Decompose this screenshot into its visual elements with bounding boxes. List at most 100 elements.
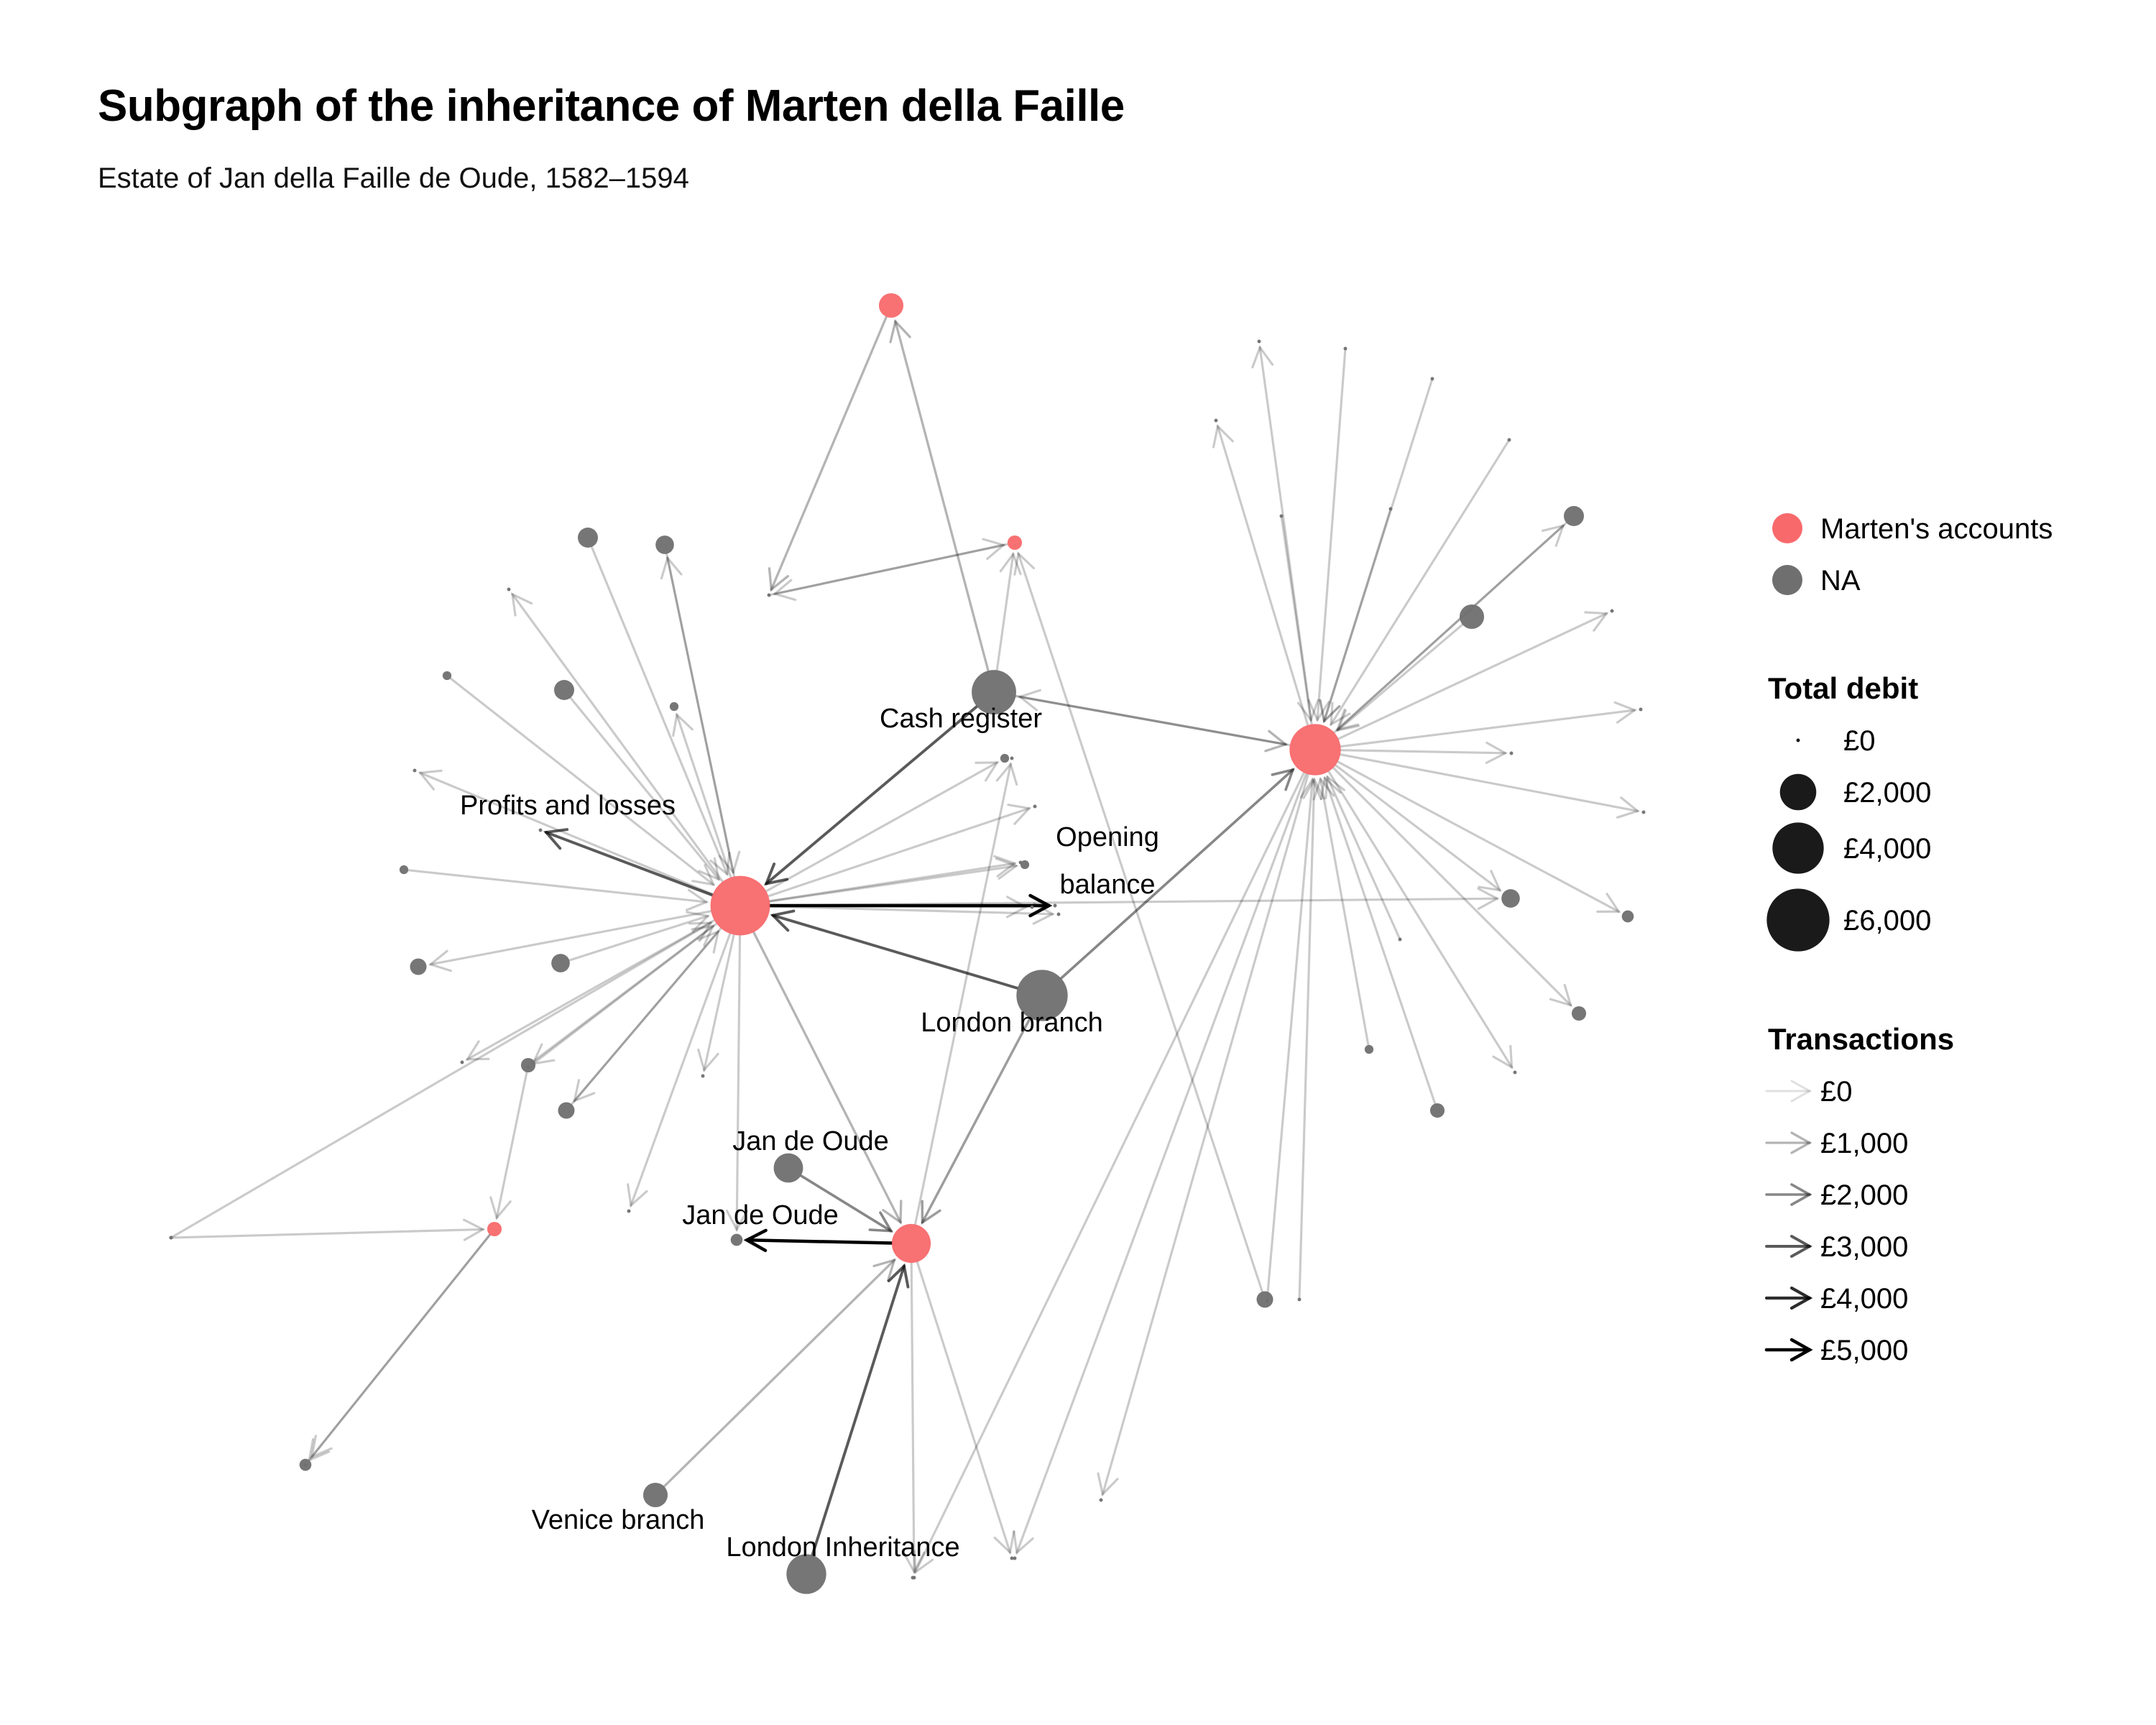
- edge-A-n10: [465, 919, 716, 1061]
- edge-C-m14: [1339, 753, 1640, 819]
- node-label-li: London Inheritance: [726, 1532, 959, 1563]
- edge-A-n18: [768, 855, 1017, 903]
- legend-transactions-title: Transactions: [1768, 1022, 1954, 1056]
- edge-m20-C: [1319, 776, 1437, 1105]
- edge-m2-C: [1307, 349, 1347, 722]
- edge-n22-A: [171, 921, 713, 1238]
- nodes-layer: [169, 293, 1646, 1594]
- edge-n14-A: [570, 929, 720, 1105]
- node-m10: [1010, 756, 1014, 760]
- edge-C-m24: [1097, 773, 1309, 1497]
- legend-group-label-1: NA: [1820, 565, 1861, 597]
- edge-A-n2: [660, 556, 736, 878]
- legend-transaction-label-2: £2,000: [1820, 1179, 1908, 1211]
- node-jo1: [773, 1153, 803, 1183]
- page-title: Subgraph of the inheritance of Marten de…: [98, 81, 1125, 131]
- node-n23: [520, 1057, 536, 1073]
- edge-lb-B: [921, 1016, 1032, 1225]
- node-q1: [1010, 1556, 1014, 1560]
- node-F: [487, 1221, 502, 1237]
- edge-B-q1: [916, 1261, 1015, 1555]
- edge-C-m1: [1251, 345, 1313, 726]
- edge-C-m13: [1340, 741, 1508, 764]
- node-m18: [1398, 937, 1402, 942]
- node-m19: [1364, 1044, 1374, 1054]
- edge-C-m21: [1327, 770, 1514, 1070]
- node-n15: [627, 1209, 631, 1213]
- edge-m3-C: [1319, 379, 1433, 724]
- node-lb: [1016, 970, 1068, 1021]
- edge-C-m8: [1332, 524, 1565, 734]
- edge-cash-E: [995, 551, 1022, 671]
- legend-transaction-label-5: £5,000: [1820, 1335, 1908, 1366]
- node-n4: [442, 671, 452, 681]
- node-q3: [1256, 1291, 1273, 1308]
- node-m3: [1430, 377, 1434, 381]
- legend-transaction-swatch-1: [1765, 1131, 1812, 1154]
- node-label-jo1: Jan de Oude: [732, 1126, 889, 1156]
- legend-transaction-swatch-3: [1765, 1235, 1812, 1258]
- edge-A-n6: [672, 712, 732, 879]
- edge-A-B: [752, 931, 903, 1225]
- legend-transaction-swatch-0: [1765, 1080, 1812, 1103]
- edge-m5-C: [1330, 440, 1510, 727]
- edge-A-n3: [511, 592, 724, 883]
- edge-cash-D: [889, 318, 990, 672]
- node-pl: [538, 828, 543, 832]
- node-m22: [1297, 1297, 1302, 1302]
- node-B: [891, 1223, 931, 1264]
- node-n13: [701, 1074, 705, 1078]
- node-vb: [642, 1482, 668, 1508]
- edge-n2-A: [665, 552, 741, 875]
- legend-debit-label-0: £0: [1843, 725, 1876, 757]
- node-label-jo2: Jan de Oude: [682, 1200, 839, 1230]
- edge-m8-C: [1335, 521, 1568, 732]
- edge-B-m10: [913, 762, 1018, 1226]
- node-m25: [1013, 1556, 1017, 1560]
- node-q2: [912, 1576, 916, 1580]
- legend-group-label-0: Marten's accounts: [1820, 513, 2053, 545]
- edge-A-n13: [697, 933, 735, 1072]
- node-label-pl: Profits and losses: [460, 791, 676, 821]
- labels-layer: Cash register London branch Profits and lo…: [460, 704, 1159, 1563]
- node-ob: [1053, 903, 1057, 908]
- node-n17: [1033, 804, 1037, 809]
- node-C: [1289, 724, 1341, 776]
- legend-transaction-label-3: £3,000: [1820, 1231, 1908, 1263]
- edge-m19-C: [1312, 776, 1370, 1046]
- node-n5: [554, 680, 574, 700]
- node-n1: [578, 528, 598, 548]
- legend-group-swatch-0: [1772, 513, 1802, 543]
- legend-transaction-label-1: £1,000: [1820, 1128, 1908, 1159]
- node-m14: [1641, 810, 1646, 814]
- node-m13: [1509, 751, 1514, 755]
- node-m17: [1571, 1006, 1587, 1021]
- legend-debit-key: £0 £2,000 £4,000 £6,000: [1766, 725, 1931, 952]
- node-n11: [551, 954, 570, 972]
- page-subtitle: Estate of Jan della Faille de Oude, 1582…: [98, 162, 689, 194]
- edge-C-m4: [1212, 423, 1309, 727]
- node-m5: [1507, 438, 1511, 442]
- node-cash: [972, 670, 1016, 714]
- edge-E-g1: [773, 543, 1009, 602]
- node-m6: [1279, 514, 1284, 518]
- legend-debit-title: Total debit: [1768, 671, 1918, 705]
- edge-A-pl: [543, 828, 714, 897]
- node-m21: [1513, 1070, 1517, 1075]
- legend-debit-swatch-3: [1766, 888, 1830, 952]
- edge-A-n20: [768, 857, 1019, 903]
- edge-n8-A: [407, 869, 709, 911]
- node-m15: [1621, 910, 1634, 923]
- edge-A-n17: [767, 804, 1032, 898]
- node-D: [878, 293, 904, 318]
- legend-debit-label-3: £6,000: [1843, 905, 1931, 937]
- edge-A-n9: [428, 910, 712, 972]
- node-label-ob: Opening balance: [1056, 822, 1159, 900]
- edge-C-m26: [913, 771, 1305, 1575]
- legend-debit-label-2: £4,000: [1843, 833, 1931, 865]
- edges-layer: [171, 316, 1640, 1575]
- edge-m7-C: [1319, 509, 1391, 724]
- edge-A-n7: [418, 769, 714, 896]
- edge-g1-E: [769, 538, 1006, 597]
